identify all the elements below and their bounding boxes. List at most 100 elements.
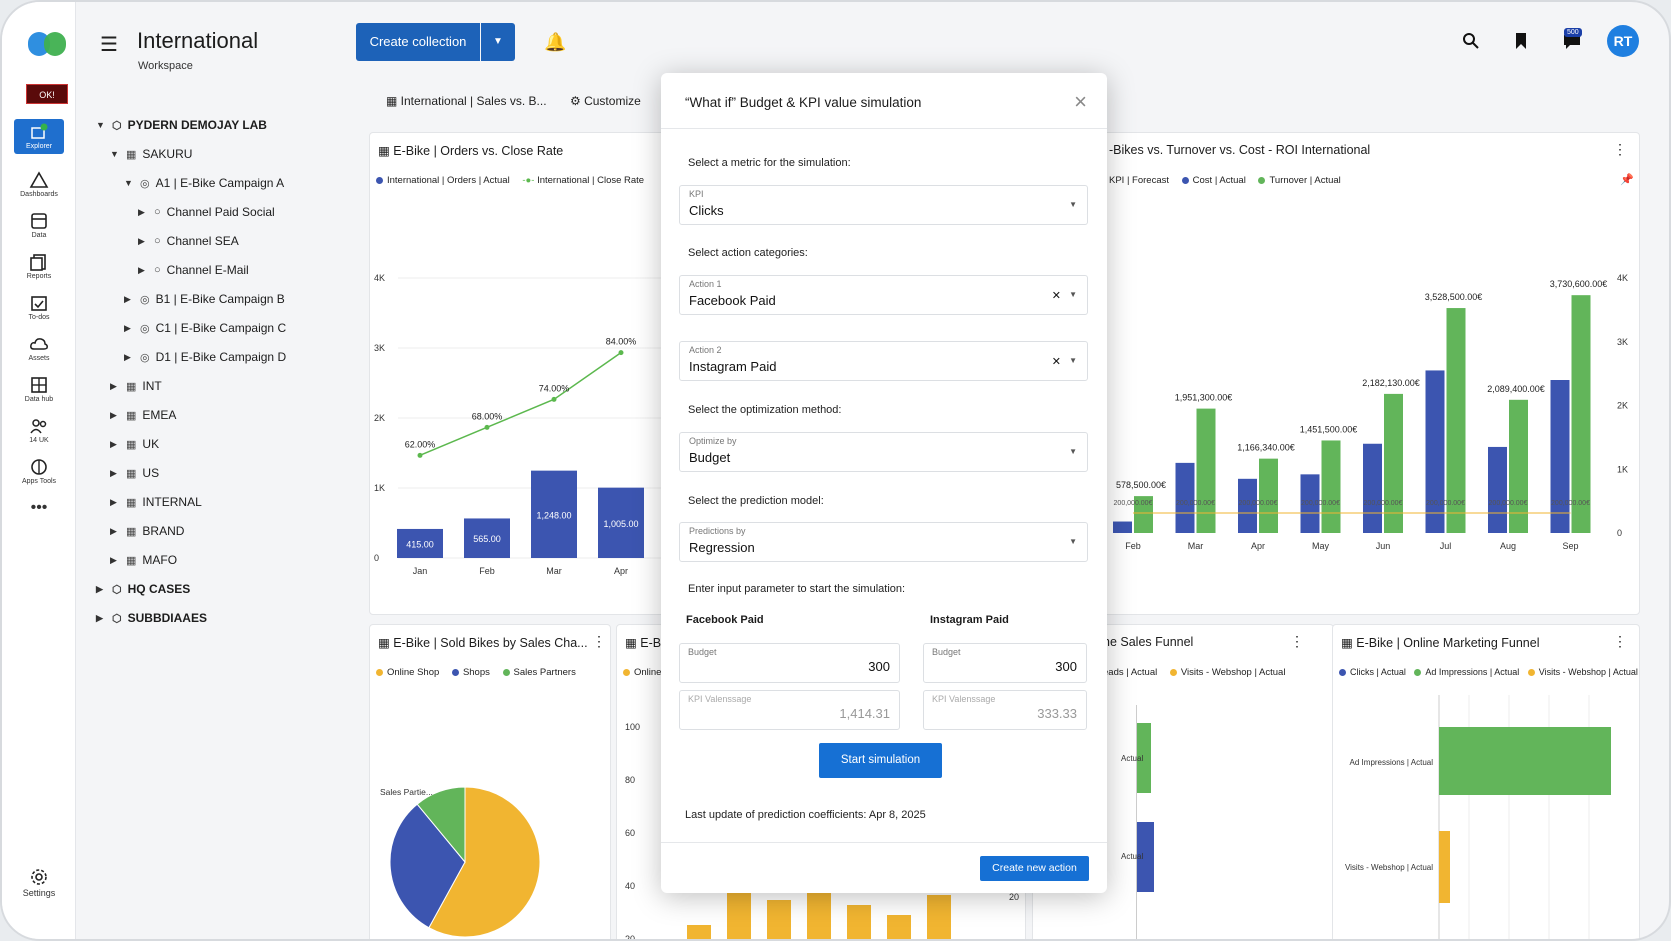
tree-item-brand[interactable]: ▶ ▦ BRAND (110, 524, 185, 538)
close-rate-point (417, 452, 423, 458)
more-vert-icon[interactable]: ⋮ (1613, 141, 1627, 157)
rail-item-users[interactable]: 14 UK (14, 417, 64, 444)
tab-customize[interactable]: ⚙ Customize (570, 94, 641, 108)
x-tick-label: Feb (479, 566, 495, 576)
tree-item-uk[interactable]: ▶ ▦ UK (110, 437, 160, 451)
create-new-action-button[interactable]: Create new action (980, 856, 1089, 881)
tree-item-lab[interactable]: ▼ ⬡ PYDERN DEMOJAY LAB (96, 118, 267, 132)
bar (807, 890, 831, 939)
rail-item-datahub[interactable]: Data hub (14, 376, 64, 403)
tree-item-sakuru[interactable]: ▼ ▦ SAKURU (110, 147, 193, 161)
card-title-text: E-Bike | Online Marketing Funnel (1356, 636, 1540, 650)
legend-item: Visits - Webshop | Actual (1527, 667, 1638, 677)
more-vert-icon[interactable]: ⋮ (1290, 633, 1304, 649)
bar (687, 925, 711, 939)
marketing-label-1: Ad Impressions | Actual (1350, 758, 1434, 767)
tree-item-emea[interactable]: ▶ ▦ EMEA (110, 408, 177, 422)
cube-icon: ⬡ (112, 612, 122, 625)
tree-item-int[interactable]: ▶ ▦ INT (110, 379, 162, 393)
turnover-bar (1446, 308, 1466, 533)
more-icon[interactable]: ••• (30, 499, 48, 516)
tree-label: PYDERN DEMOJAY LAB (127, 118, 267, 132)
tree-item-d1[interactable]: ▶ ◎ D1 | E-Bike Campaign D (124, 350, 287, 364)
action2-select[interactable]: Action 2 Instagram Paid ✕ ▼ (679, 341, 1088, 381)
action1-select[interactable]: Action 1 Facebook Paid ✕ ▼ (679, 275, 1088, 315)
turnover-bar (1134, 496, 1153, 533)
kpi-select[interactable]: KPI Clicks ▼ (679, 185, 1088, 225)
kpi-value-label: KPI Valenssage (932, 694, 996, 704)
tab-sales[interactable]: ▦ International | Sales vs. B... (386, 94, 547, 108)
tree-item-us[interactable]: ▶ ▦ US (110, 466, 160, 480)
rail-item-dashboards[interactable]: Dashboards (14, 171, 64, 198)
pin-icon[interactable]: 📌 (1620, 174, 1634, 186)
rail-item-reports[interactable]: Reports (14, 253, 64, 280)
folder-icon: ▦ (126, 467, 137, 480)
more-vert-icon[interactable]: ⋮ (1613, 633, 1627, 649)
rail-item-assets[interactable]: Assets (14, 335, 64, 362)
tree-item-c1[interactable]: ▶ ◎ C1 | E-Bike Campaign C (124, 321, 287, 335)
rail-item-data[interactable]: Data (14, 212, 64, 239)
avatar[interactable]: RT (1607, 25, 1639, 57)
rail-item-settings[interactable]: Settings (14, 868, 64, 898)
search-icon[interactable] (1462, 32, 1480, 50)
create-collection-button[interactable]: Create collection (356, 23, 480, 61)
bookmark-icon[interactable] (1514, 32, 1528, 50)
more-vert-icon[interactable]: ⋮ (592, 633, 606, 649)
turnover-value-label: 578,500.00€ (1116, 480, 1166, 490)
y-tick-label: 3K (1617, 337, 1628, 347)
base-value-label: 200,000.00€ (1426, 500, 1465, 507)
tree-item-hq[interactable]: ▶ ⬡ HQ CASES (96, 582, 191, 596)
menu-icon[interactable]: ☰ (100, 34, 118, 56)
x-tick-label: Jan (413, 566, 428, 576)
turnover-value-label: 1,951,300.00€ (1175, 393, 1233, 403)
legend-item: Turnover | Actual (1258, 175, 1341, 186)
x-tick-label: Jun (1376, 541, 1391, 551)
close-icon[interactable]: × (1074, 89, 1087, 114)
folder-icon: ▦ (126, 148, 137, 161)
clear-icon[interactable]: ✕ (1051, 290, 1061, 302)
tree-item-paid-social[interactable]: ▶ ○ Channel Paid Social (138, 205, 275, 219)
rail-item-apps[interactable]: Apps Tools (14, 458, 64, 485)
bar-value-label: 565.00 (473, 534, 501, 544)
cost-bar (1300, 474, 1320, 533)
turnover-value-label: 3,730,600.00€ (1550, 279, 1608, 289)
status-badge: OK! (26, 84, 68, 104)
tree-item-b1[interactable]: ▶ ◎ B1 | E-Bike Campaign B (124, 292, 285, 306)
rail-item-explorer[interactable]: Explorer (14, 119, 64, 154)
tree-item-mafo[interactable]: ▶ ▦ MAFO (110, 553, 178, 567)
chat-icon[interactable] (1563, 32, 1581, 50)
app-logo[interactable] (28, 30, 68, 60)
cost-bar (1113, 521, 1132, 533)
start-simulation-button[interactable]: Start simulation (819, 743, 942, 778)
sold-pie-chart: Sales Partie... (380, 786, 541, 938)
x-tick-label: Mar (1188, 541, 1204, 551)
turnover-bar (1571, 295, 1591, 533)
tree-item-sea[interactable]: ▶ ○ Channel SEA (138, 234, 239, 248)
rail-item-todos[interactable]: To-dos (14, 294, 64, 321)
clear-icon[interactable]: ✕ (1051, 356, 1061, 368)
legend-item: Online (623, 667, 661, 678)
tree-item-internal[interactable]: ▶ ▦ INTERNAL (110, 495, 202, 509)
facebook-budget-input[interactable]: Budget 300 (679, 643, 900, 683)
close-rate-point (618, 350, 624, 356)
tree-item-a1[interactable]: ▼ ◎ A1 | E-Bike Campaign A (124, 176, 285, 190)
legend-item: International | Orders | Actual (376, 175, 510, 186)
circle-icon: ○ (154, 264, 161, 276)
y-tick-label: 4K (374, 273, 385, 283)
rail-label-data: Data (31, 232, 47, 239)
instagram-budget-input[interactable]: Budget 300 (923, 643, 1087, 683)
card-title: ▦ E-B (625, 635, 661, 650)
legend-label: International | Close Rate (537, 175, 645, 186)
legend-label: Cost | Actual (1192, 175, 1246, 186)
tree-item-subb[interactable]: ▶ ⬡ SUBBDIAAES (96, 611, 207, 625)
card-title: ▦ E-Bike | Sold Bikes by Sales Cha... (378, 635, 588, 650)
create-dropdown-button[interactable]: ▼ (481, 23, 515, 61)
card-title: -Bikes vs. Turnover vs. Cost - ROI Inter… (1109, 143, 1371, 157)
prediction-select[interactable]: Predictions by Regression ▼ (679, 522, 1088, 562)
legend-label: Visits - Webshop | Actual (1538, 667, 1638, 677)
tree-item-email[interactable]: ▶ ○ Channel E-Mail (138, 263, 249, 277)
dialog-title: “What if” Budget & KPI value simulation (685, 95, 922, 110)
optimize-select[interactable]: Optimize by Budget ▼ (679, 432, 1088, 472)
bell-icon[interactable]: 🔔 (544, 32, 567, 52)
